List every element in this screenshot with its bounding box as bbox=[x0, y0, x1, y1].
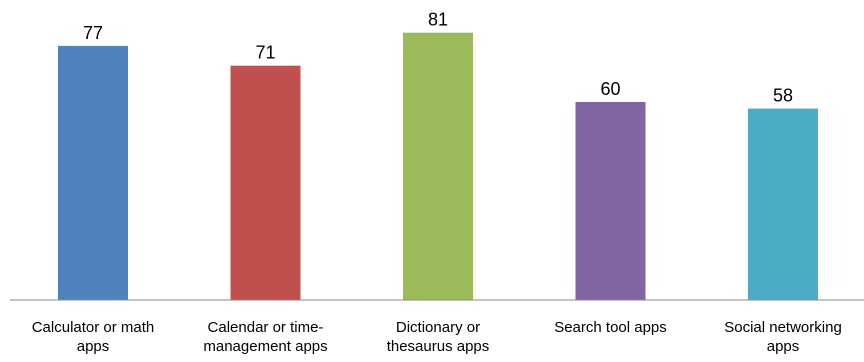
category-label-line-4-1: apps bbox=[767, 338, 800, 355]
bar-4 bbox=[748, 108, 818, 300]
value-labels-group: 77 71 81 60 58 bbox=[83, 10, 793, 106]
category-label-line-2-1: thesaurus apps bbox=[387, 338, 490, 355]
bar-2 bbox=[403, 32, 473, 300]
bars-group bbox=[58, 32, 818, 301]
value-label-2: 81 bbox=[428, 10, 448, 30]
category-label-line-0-0: Calculator or math bbox=[32, 319, 155, 336]
category-labels-group: Calculator or math apps Calendar or time-m… bbox=[32, 319, 842, 355]
category-label-3: Search tool apps bbox=[554, 319, 667, 336]
bar-1 bbox=[230, 65, 301, 300]
bar-0 bbox=[58, 45, 128, 301]
category-label-line-1-1: management apps bbox=[203, 338, 327, 355]
category-label-line-1-0: Calendar or time- bbox=[208, 319, 324, 336]
category-label-2: Dictionary or thesaurus apps bbox=[387, 319, 490, 355]
category-label-1: Calendar or time-management apps bbox=[203, 319, 327, 355]
category-label-4: Social networking apps bbox=[724, 319, 842, 355]
category-label-line-0-1: apps bbox=[77, 338, 110, 355]
value-label-3: 60 bbox=[600, 79, 620, 99]
category-label-line-4-0: Social networking bbox=[724, 319, 842, 336]
bar-3 bbox=[575, 102, 646, 300]
value-label-1: 71 bbox=[255, 43, 275, 63]
category-label-0: Calculator or math apps bbox=[32, 319, 155, 355]
category-label-line-2-0: Dictionary or bbox=[396, 319, 480, 336]
value-label-0: 77 bbox=[83, 23, 103, 43]
value-label-4: 58 bbox=[773, 86, 793, 106]
category-label-line-3-0: Search tool apps bbox=[554, 319, 667, 336]
